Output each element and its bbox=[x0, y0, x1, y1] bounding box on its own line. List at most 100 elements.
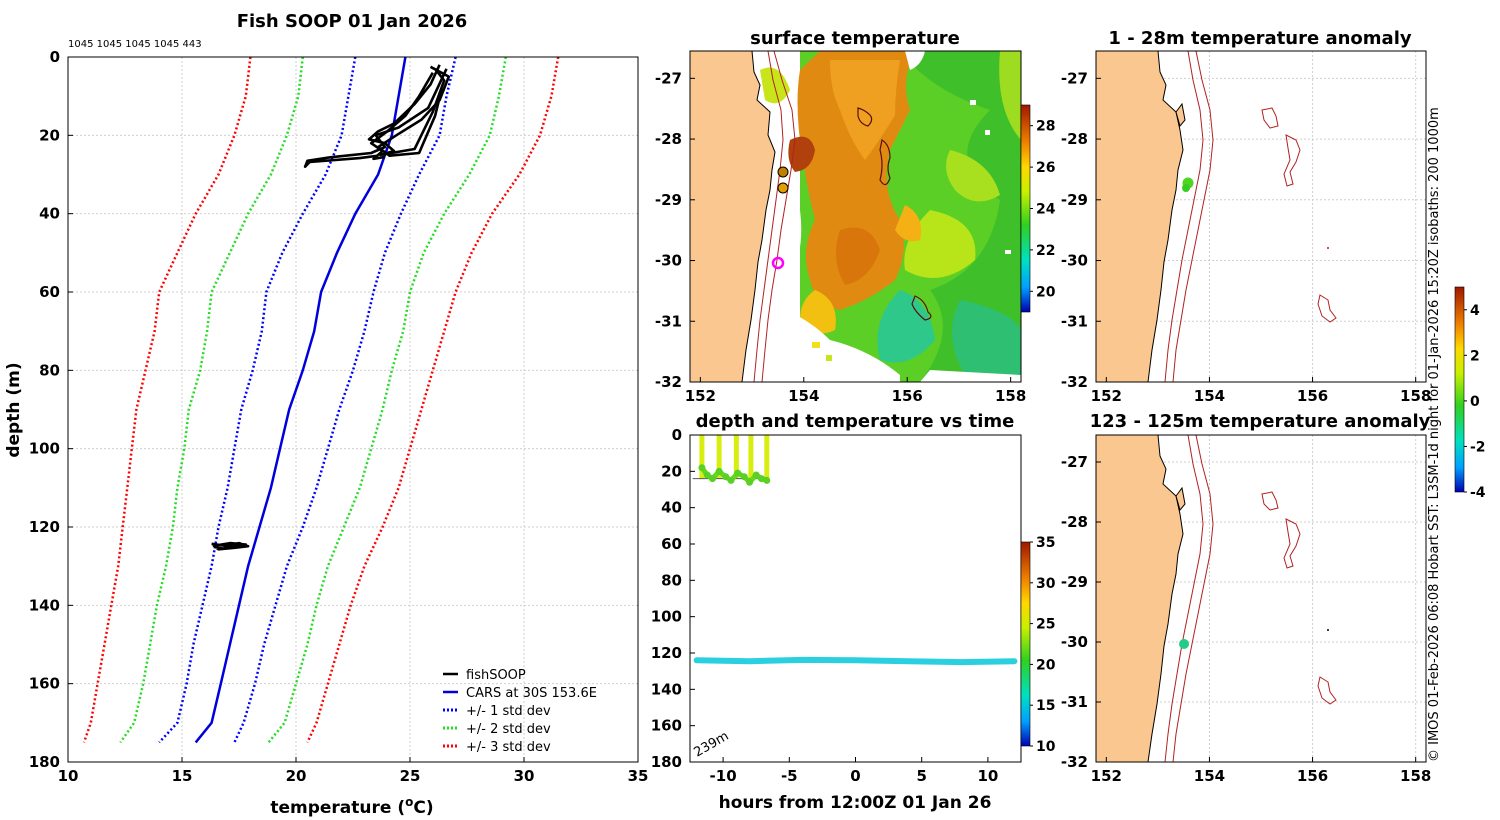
profile-xtick-label: 10 bbox=[58, 767, 79, 785]
profile-ticks: 10 15 20 25 30 35 0 20 40 60 80 100 120 140 160 180 bbox=[29, 48, 649, 785]
anomaly-upper-ticks: 152 154 156 158 -27 -28 -29 -30 -31 -32 bbox=[1061, 69, 1431, 405]
time-xtick-label: 0 bbox=[850, 767, 860, 785]
profile-legend: fishSOOP CARS at 30S 153.6E +/- 1 std de… bbox=[443, 668, 597, 755]
profile-series-fishsoop-track bbox=[303, 68, 448, 168]
anomaly-upper-axes-box bbox=[1095, 50, 1427, 383]
map-ytick-label: -31 bbox=[1061, 693, 1088, 711]
map-ytick-label: -31 bbox=[655, 312, 682, 330]
time-ytick-label: 140 bbox=[651, 680, 682, 698]
profile-series--2-std-dev-high bbox=[267, 57, 508, 744]
map-ytick-label: -29 bbox=[1061, 573, 1088, 591]
time-bottom-depth-label: 239m bbox=[692, 729, 732, 761]
time-cast-column bbox=[699, 435, 705, 479]
profile-series--1-std-dev-low bbox=[158, 57, 357, 744]
colorbar-tick-label: 15 bbox=[1036, 698, 1055, 714]
time-xtick-label: -5 bbox=[781, 767, 798, 785]
profile-series--3-std-dev-low bbox=[82, 57, 252, 743]
time-shallow-point bbox=[715, 467, 723, 475]
time-shallow-point bbox=[722, 473, 730, 481]
profile-ytick-label: 60 bbox=[39, 283, 60, 301]
map-ytick-label: -32 bbox=[655, 373, 682, 391]
time-shallow-point bbox=[752, 471, 760, 479]
colorbar-tick-label: 22 bbox=[1036, 243, 1055, 259]
map-ytick-label: -30 bbox=[655, 252, 682, 270]
colorbar-tick-label: -2 bbox=[1470, 439, 1486, 455]
profile-title: Fish SOOP 01 Jan 2026 bbox=[237, 11, 468, 32]
map-xtick-label: 152 bbox=[1091, 767, 1122, 785]
map-xtick-label: 158 bbox=[1400, 387, 1431, 405]
map-ytick-label: -30 bbox=[1061, 252, 1088, 270]
time-shallow-point bbox=[698, 464, 706, 472]
profile-grid bbox=[67, 56, 639, 763]
sst-map-ticks: 152 154 156 158 -27 -28 -29 -30 -31 -32 bbox=[655, 69, 1026, 405]
anomaly-colorbar bbox=[1454, 286, 1465, 493]
time-colorbar bbox=[1020, 541, 1031, 747]
profile-series-fishsoop-track bbox=[211, 541, 250, 551]
map-xtick-label: 156 bbox=[1297, 767, 1328, 785]
time-ytick-label: 40 bbox=[661, 499, 682, 517]
profile-series-fishsoop-track bbox=[369, 72, 434, 161]
anomaly-lower-ticks: 152 154 156 158 -27 -28 -29 -30 -31 -32 bbox=[1061, 453, 1431, 785]
time-ytick-label: 60 bbox=[661, 535, 682, 553]
profile-axes-box bbox=[67, 56, 639, 763]
colorbar-tick-label: 35 bbox=[1036, 535, 1055, 551]
profile-xtick-label: 30 bbox=[514, 767, 535, 785]
time-shallow-point bbox=[740, 473, 748, 481]
profile-ytick-label: 100 bbox=[29, 440, 60, 458]
profile-ytick-label: 180 bbox=[29, 753, 60, 771]
anomaly-upper-panel: 1 - 28m temperature anomaly 152 154 156 158… bbox=[1061, 28, 1486, 501]
map-ytick-label: -32 bbox=[1061, 373, 1088, 391]
time-shallow-point bbox=[709, 475, 717, 483]
time-shallow-point bbox=[703, 471, 711, 479]
legend-label-std3: +/- 3 std dev bbox=[466, 740, 551, 755]
map-ytick-label: -27 bbox=[655, 69, 682, 87]
colorbar-tick-label: 20 bbox=[1036, 284, 1056, 300]
profile-ytick-label: 0 bbox=[50, 48, 60, 66]
anomaly-lower-axes-box bbox=[1095, 434, 1427, 763]
profile-xtick-label: 15 bbox=[172, 767, 193, 785]
colorbar-tick-label: 0 bbox=[1470, 394, 1480, 410]
time-colorbar-ticks: 10 15 20 25 30 35 bbox=[1030, 535, 1056, 755]
time-ytick-label: 0 bbox=[672, 426, 682, 444]
map-xtick-label: 154 bbox=[1194, 387, 1225, 405]
anomaly-upper-title: 1 - 28m temperature anomaly bbox=[1108, 28, 1411, 49]
sst-colorbar bbox=[1020, 104, 1031, 313]
map-xtick-label: 156 bbox=[892, 387, 923, 405]
map-ytick-label: -28 bbox=[1061, 130, 1088, 148]
map-ytick-label: -29 bbox=[655, 191, 682, 209]
time-shallow-point bbox=[763, 476, 771, 484]
colorbar-tick-label: 4 bbox=[1470, 303, 1480, 319]
legend-label-std1: +/- 1 std dev bbox=[466, 704, 551, 719]
colorbar-tick-label: 24 bbox=[1036, 202, 1056, 218]
sst-map-field bbox=[690, 51, 1021, 382]
time-shallow-point bbox=[727, 476, 735, 484]
time-deep-track bbox=[693, 656, 1018, 666]
map-ytick-label: -28 bbox=[655, 130, 682, 148]
profile-ytick-label: 140 bbox=[29, 596, 60, 614]
map-xtick-label: 156 bbox=[1297, 387, 1328, 405]
profile-ylabel: depth (m) bbox=[4, 362, 24, 457]
profile-ytick-label: 80 bbox=[39, 361, 60, 379]
time-panel: depth and temperature vs time -10 -5 0 5 100… bbox=[651, 411, 1056, 813]
time-xlabel: hours from 12:00Z 01 Jan 26 bbox=[719, 793, 992, 813]
colorbar-tick-label: 10 bbox=[1036, 739, 1056, 755]
time-marks bbox=[692, 435, 1018, 666]
anomaly-lower-land bbox=[1096, 435, 1184, 762]
map-ytick-label: -31 bbox=[1061, 312, 1088, 330]
map-ytick-label: -27 bbox=[1061, 69, 1088, 87]
sst-map-title: surface temperature bbox=[750, 28, 960, 49]
time-title: depth and temperature vs time bbox=[696, 411, 1015, 432]
colorbar-tick-label: 2 bbox=[1470, 348, 1480, 364]
legend-label-cars: CARS at 30S 153.6E bbox=[466, 686, 597, 701]
time-ytick-label: 180 bbox=[651, 753, 682, 771]
profile-xlabel: temperature (oC) bbox=[270, 795, 433, 818]
colorbar-tick-label: 30 bbox=[1036, 576, 1056, 592]
colorbar-tick-label: -4 bbox=[1470, 485, 1486, 501]
time-axes-box bbox=[689, 434, 1022, 763]
anomaly-upper-land bbox=[1096, 51, 1184, 382]
time-cast-column bbox=[716, 435, 722, 479]
time-cast-column bbox=[748, 435, 754, 479]
anomaly-lower-panel: 123 - 125m temperature anomaly 152 154 156… bbox=[1061, 411, 1431, 785]
map-ytick-label: -32 bbox=[1061, 753, 1088, 771]
